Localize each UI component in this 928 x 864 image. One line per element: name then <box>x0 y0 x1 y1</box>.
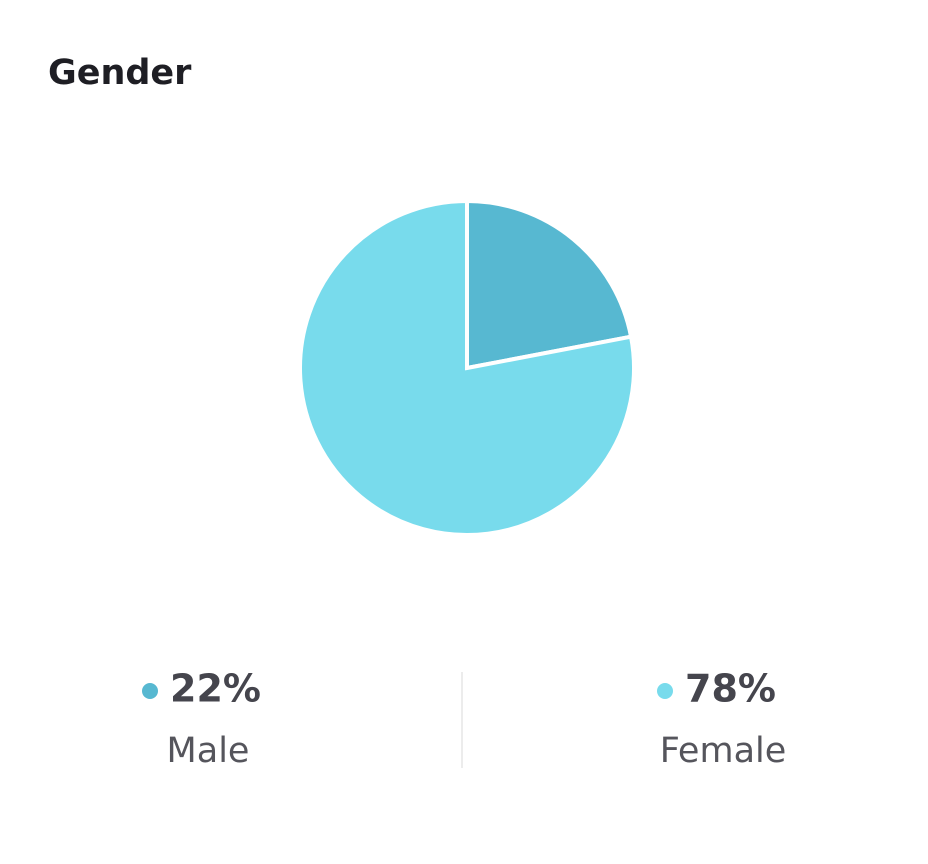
pie-slice <box>465 198 634 371</box>
chart-title: Gender <box>48 53 192 93</box>
legend-marker <box>142 683 158 699</box>
value-label: 22% <box>170 667 261 711</box>
pie-slice <box>298 198 636 537</box>
legend-marker <box>657 683 673 699</box>
value-label: 78% <box>685 667 776 711</box>
legend-label: Male <box>167 731 250 771</box>
legend-label: Female <box>660 731 787 771</box>
